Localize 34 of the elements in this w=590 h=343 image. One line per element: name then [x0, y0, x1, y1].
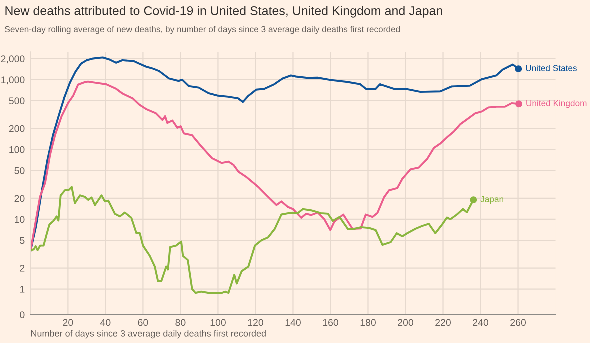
y-tick-label: 50 — [14, 167, 25, 174]
y-tick-label: 5 — [20, 237, 25, 244]
x-tick-label: 240 — [473, 319, 488, 326]
y-tick-label: 2,000 — [1, 56, 25, 64]
y-tick-label: 500 — [9, 98, 25, 105]
point — [516, 100, 522, 108]
x-tick-label: 100 — [210, 319, 226, 326]
x-axis-title: Number of days since 3 average daily deaths first recorded — [31, 330, 266, 339]
x-tick-label: 60 — [138, 319, 148, 326]
point — [515, 66, 522, 73]
y-tick-label: 1 — [20, 286, 25, 293]
x-tick-label: 160 — [323, 319, 338, 326]
x-tick-label: 260 — [510, 319, 526, 326]
y-tick-label: 20 — [14, 195, 25, 202]
series-label: United States — [526, 65, 577, 72]
y-tick-label: 10 — [15, 216, 25, 224]
chart-subtitle: Seven-day rolling average of new deaths, by number of days since 3 average daily deaths first recorded — [5, 26, 400, 34]
x-tick-label: 180 — [360, 319, 376, 326]
x-tick-label: 220 — [436, 319, 451, 326]
x-tick-label: 20 — [63, 319, 74, 326]
y-tick-label: 1,000 — [2, 76, 25, 85]
point — [470, 196, 478, 204]
x-tick-label: 40 — [100, 319, 111, 326]
x-tick-label: 120 — [248, 319, 264, 326]
series-label: United Kingdom — [526, 100, 587, 108]
series-label: Japan — [480, 196, 504, 204]
y-tick-label: 0 — [20, 312, 25, 318]
x-tick-label: 140 — [286, 319, 301, 326]
y-tick-label: 200 — [9, 125, 25, 132]
x-tick-label: 200 — [398, 319, 414, 326]
y-tick-label: 2 — [20, 265, 25, 272]
y-tick-label: 100 — [10, 146, 25, 154]
x-tick-label: 80 — [176, 319, 186, 326]
chart-title: New deaths attributed to Covid-19 in United States, United Kingdom and Japan — [6, 6, 442, 18]
